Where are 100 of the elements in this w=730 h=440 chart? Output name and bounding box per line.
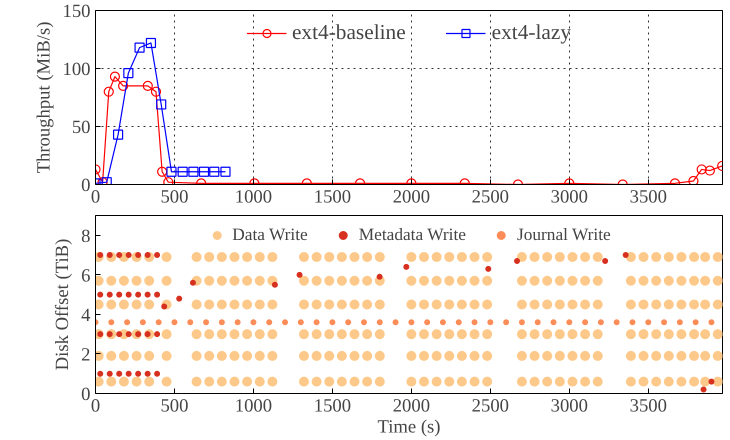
point bbox=[104, 86, 114, 97]
x-tick-label: 1500 bbox=[314, 396, 352, 416]
point bbox=[106, 370, 113, 377]
point bbox=[614, 319, 620, 326]
point bbox=[314, 319, 320, 326]
point bbox=[154, 252, 160, 258]
point bbox=[272, 282, 278, 288]
point bbox=[135, 292, 142, 298]
point bbox=[688, 176, 699, 184]
point bbox=[171, 319, 178, 326]
point bbox=[154, 331, 160, 338]
point bbox=[704, 165, 715, 176]
x-tick-label: 1000 bbox=[234, 396, 272, 416]
point bbox=[116, 252, 122, 258]
point bbox=[514, 258, 520, 264]
x-tick-label: 1000 bbox=[234, 186, 272, 208]
point bbox=[661, 319, 668, 326]
point bbox=[154, 292, 160, 298]
point bbox=[108, 319, 114, 326]
point bbox=[135, 370, 142, 377]
point bbox=[124, 319, 130, 326]
x-tick-label: 3000 bbox=[550, 186, 588, 208]
point bbox=[118, 80, 128, 91]
x-tick-label: 3500 bbox=[630, 186, 667, 208]
point bbox=[472, 319, 478, 326]
point bbox=[700, 386, 707, 393]
point bbox=[708, 319, 714, 326]
point bbox=[645, 319, 652, 326]
point bbox=[456, 319, 462, 326]
y-axis-title: Disk Offset (TiB) bbox=[52, 238, 74, 370]
y-tick-label: 100 bbox=[62, 59, 90, 80]
point bbox=[140, 319, 146, 326]
point bbox=[708, 378, 714, 385]
point bbox=[345, 319, 352, 326]
legend-label: ext4-baseline bbox=[292, 20, 406, 45]
point bbox=[296, 272, 303, 278]
point bbox=[142, 80, 153, 91]
x-tick-label: 500 bbox=[160, 186, 188, 208]
point bbox=[329, 319, 336, 326]
point bbox=[408, 319, 414, 326]
y-axis-title: Throughput (MiB/s) bbox=[34, 22, 55, 174]
legend-label: Journal Write bbox=[516, 225, 611, 245]
point bbox=[126, 252, 132, 258]
point bbox=[266, 319, 272, 326]
y-tick-label: 4 bbox=[81, 304, 92, 326]
x-tick-label: 3500 bbox=[630, 396, 667, 416]
point bbox=[220, 166, 231, 177]
point bbox=[209, 166, 220, 177]
point bbox=[218, 319, 225, 326]
point bbox=[126, 331, 132, 338]
point bbox=[187, 319, 194, 326]
point bbox=[106, 292, 113, 298]
x-tick-label: 500 bbox=[160, 396, 188, 416]
point bbox=[282, 319, 288, 326]
point bbox=[97, 370, 104, 377]
point bbox=[582, 319, 588, 326]
point bbox=[518, 319, 525, 326]
point bbox=[126, 292, 132, 298]
point bbox=[144, 292, 151, 298]
point bbox=[250, 319, 256, 326]
x-tick-label: 2500 bbox=[472, 396, 509, 416]
legend-label: Metadata Write bbox=[358, 225, 466, 245]
point bbox=[116, 331, 122, 338]
point bbox=[126, 370, 132, 377]
point bbox=[166, 166, 177, 177]
point bbox=[144, 370, 151, 377]
point bbox=[188, 166, 199, 177]
point bbox=[534, 319, 541, 326]
point bbox=[110, 72, 120, 82]
point bbox=[360, 319, 367, 326]
x-tick-label: 3000 bbox=[550, 396, 588, 416]
point bbox=[676, 319, 683, 326]
x-tick-label: 2000 bbox=[392, 396, 430, 416]
point bbox=[116, 370, 122, 377]
point bbox=[156, 99, 166, 110]
point bbox=[487, 319, 494, 326]
point bbox=[629, 319, 636, 326]
point bbox=[440, 319, 446, 326]
point bbox=[503, 319, 510, 326]
point bbox=[150, 86, 162, 97]
point bbox=[392, 319, 399, 326]
legend-label: Data Write bbox=[232, 225, 308, 245]
point bbox=[203, 319, 210, 326]
point bbox=[123, 68, 134, 78]
point bbox=[602, 258, 608, 264]
point bbox=[154, 370, 160, 377]
point bbox=[376, 319, 383, 326]
legend-label: ext4-lazy bbox=[492, 20, 572, 45]
point bbox=[424, 319, 430, 326]
point bbox=[550, 319, 557, 326]
point bbox=[178, 166, 188, 177]
point bbox=[234, 319, 241, 326]
point bbox=[157, 166, 168, 177]
x-tick-label: 2500 bbox=[472, 186, 509, 208]
point bbox=[598, 319, 604, 326]
point bbox=[403, 264, 410, 270]
y-tick-label: 8 bbox=[81, 226, 90, 247]
point bbox=[622, 252, 629, 258]
point bbox=[298, 319, 304, 326]
point bbox=[692, 319, 699, 326]
